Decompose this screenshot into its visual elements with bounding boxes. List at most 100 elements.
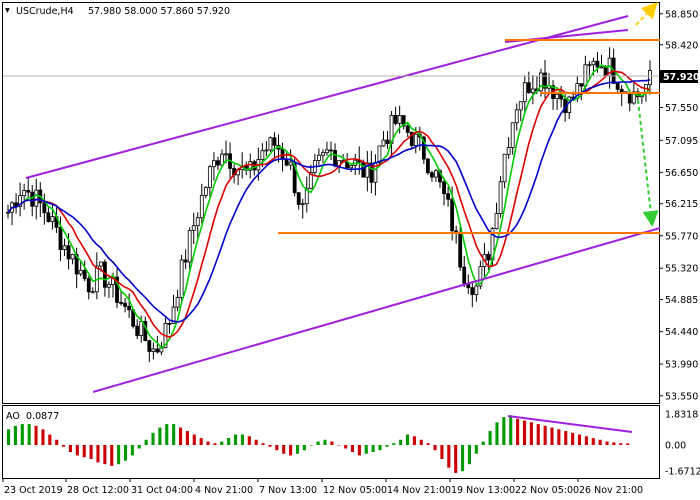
candle-body: [442, 181, 446, 195]
forecast-up-arrow: [635, 2, 658, 26]
candle-body: [413, 133, 418, 146]
candle-body: [321, 152, 325, 156]
candle-body: [46, 212, 51, 222]
candle-body: [308, 172, 313, 189]
candle-body: [26, 190, 31, 193]
time-axis-label: 31 Oct 04:00: [131, 485, 193, 496]
ao-bar: [34, 425, 38, 445]
candle-body: [58, 226, 63, 251]
ao-bar: [89, 445, 93, 459]
price-axis-label: 55.320: [665, 264, 698, 275]
ao-bar: [13, 425, 17, 445]
candle-body: [522, 82, 527, 103]
candle-body: [212, 160, 216, 168]
ao-bar: [268, 445, 272, 447]
ao-bar: [330, 441, 334, 445]
candle-body: [450, 198, 455, 232]
candle-body: [349, 164, 354, 169]
ao-bar: [371, 445, 375, 452]
candle-body: [151, 348, 156, 352]
candle-body: [264, 149, 269, 152]
ao-bar: [357, 445, 361, 456]
ma-fast-line: [7, 63, 651, 350]
candle-body: [147, 340, 152, 352]
candle-body: [304, 187, 309, 205]
candle-body: [421, 136, 426, 160]
candle-body: [82, 269, 87, 280]
candle-body: [115, 276, 119, 303]
ao-bar: [282, 445, 286, 454]
price-axis-label: 56.650: [665, 168, 698, 179]
ao-bar: [178, 427, 183, 445]
ao-bar: [309, 445, 313, 446]
ao-bar: [626, 443, 630, 445]
ao-bar: [254, 439, 258, 445]
ao-bar: [536, 424, 540, 445]
price-axis-label: 58.420: [665, 40, 698, 51]
ao-bar: [426, 443, 430, 445]
ao-axis-label: 0.00: [665, 441, 686, 452]
candle-body: [619, 88, 624, 93]
ao-bar: [130, 445, 134, 456]
candle-body: [119, 301, 123, 304]
candle-body: [34, 189, 39, 207]
candle-body: [539, 72, 543, 92]
candle-body: [425, 158, 430, 174]
candle-body: [111, 276, 115, 285]
ao-bar: [543, 425, 547, 445]
time-axis: 23 Oct 2019 28 Oct 12:00 31 Oct 04:00 4 Nov…: [2, 478, 643, 496]
ao-bar: [488, 431, 492, 445]
ao-bar: [302, 445, 306, 451]
ao-bar: [110, 445, 114, 466]
time-axis-label: 28 Oct 12:00: [67, 485, 129, 496]
ao-bar: [123, 445, 128, 461]
candle-body: [361, 161, 366, 178]
ao-bar: [564, 431, 568, 445]
ao-bar: [82, 445, 86, 458]
candle-body: [595, 60, 600, 68]
candle-body: [587, 64, 592, 67]
candle-body: [50, 216, 55, 222]
candle-body: [207, 166, 212, 188]
candle-body: [139, 321, 144, 336]
candle-body: [530, 88, 535, 94]
candle-body: [90, 291, 95, 294]
ao-bar: [41, 429, 45, 445]
ao-bar: [550, 427, 554, 445]
price-axis-label: 53.550: [665, 391, 698, 402]
ao-bar: [261, 443, 265, 445]
channel-lower-line: [92, 227, 661, 393]
candle-body: [397, 115, 402, 124]
candle-body: [446, 193, 450, 200]
ao-bar: [48, 434, 52, 445]
candle-body: [369, 162, 374, 183]
time-axis-label: 14 Nov 21:00: [387, 485, 451, 496]
candle-body: [216, 160, 220, 166]
candle-body: [470, 287, 475, 296]
ao-bar: [206, 441, 210, 445]
ao-bar: [502, 417, 506, 445]
ao-bar: [481, 441, 485, 445]
candle-body: [579, 83, 584, 87]
candle-body: [430, 172, 434, 178]
candle-body: [179, 259, 184, 299]
candle-body: [325, 149, 329, 154]
ao-bar: [240, 434, 244, 445]
candle-body: [248, 161, 253, 171]
price-axis-label: 56.215: [665, 199, 698, 210]
candle-body: [187, 230, 192, 263]
moving-averages: [7, 63, 651, 350]
ma-slow-line: [7, 79, 651, 323]
candle-body: [434, 170, 438, 178]
candle-body: [401, 115, 406, 127]
ao-bar: [103, 445, 107, 465]
candle-body: [631, 91, 636, 104]
candle-body: [98, 261, 103, 267]
ao-bar: [584, 436, 588, 445]
ao-bar: [199, 438, 203, 445]
ao-bar: [454, 445, 458, 473]
time-axis-label: 12 Nov 05:00: [323, 485, 387, 496]
ao-bar: [144, 439, 148, 445]
ao-bar: [172, 424, 176, 445]
chart-ohlc-label: 57.980 58.000 57.860 57.920: [88, 6, 230, 17]
